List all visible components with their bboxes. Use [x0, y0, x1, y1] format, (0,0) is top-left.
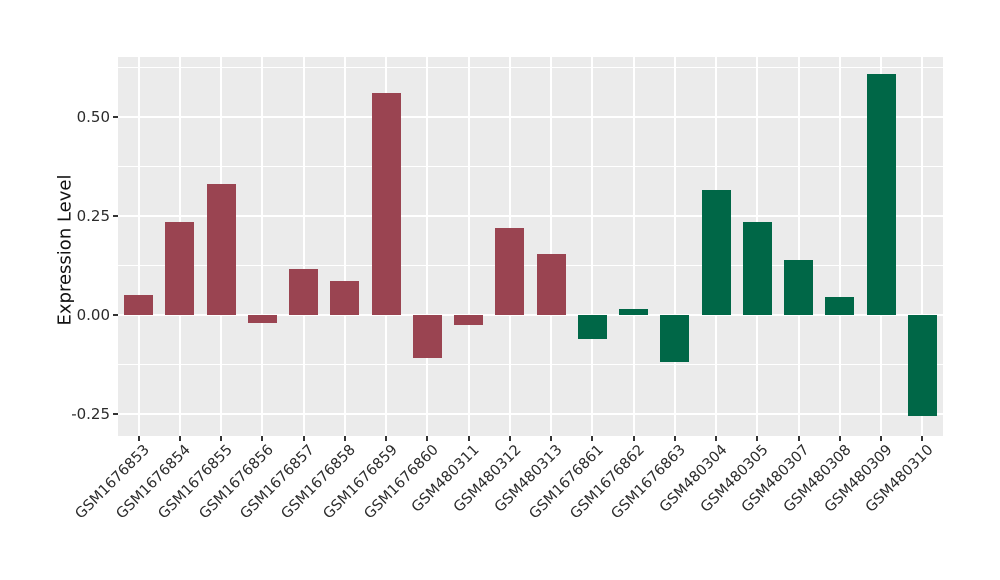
bar-GSM1676854	[165, 221, 195, 315]
bar-GSM1676856	[247, 314, 277, 323]
bar-GSM480311	[454, 314, 484, 325]
x-tick-mark	[302, 436, 305, 441]
bar-GSM480313	[536, 253, 566, 315]
y-tick-mark	[113, 412, 118, 415]
y-tick-mark	[113, 313, 118, 316]
x-tick-label-text: GSM1676863	[608, 442, 690, 523]
bar-GSM1676860	[412, 314, 442, 359]
bar-GSM480308	[825, 297, 855, 315]
category-gridline	[261, 57, 264, 436]
major-gridline	[118, 313, 943, 316]
y-tick-label: 0.25	[76, 207, 110, 226]
x-tick-mark	[880, 436, 883, 441]
minor-gridline	[118, 363, 943, 365]
x-tick-mark	[385, 436, 388, 441]
major-gridline	[118, 116, 943, 119]
major-gridline	[118, 412, 943, 415]
x-tick-mark	[137, 436, 140, 441]
minor-gridline	[118, 166, 943, 168]
x-tick-mark	[261, 436, 264, 441]
x-tick-label-text: GSM1676859	[320, 442, 401, 523]
minor-gridline	[118, 67, 943, 69]
x-tick-mark	[591, 436, 594, 441]
y-tick-mark	[113, 116, 118, 119]
bar-GSM1676853	[124, 295, 154, 315]
plot-panel	[118, 57, 943, 436]
bar-GSM480307	[784, 259, 814, 315]
bar-GSM480304	[701, 190, 731, 315]
x-tick-label-text: GSM1676855	[155, 442, 236, 523]
bar-GSM480309	[866, 73, 896, 315]
bar-GSM480305	[742, 221, 772, 315]
bar-GSM1676859	[371, 93, 401, 315]
minor-gridline	[118, 264, 943, 266]
category-gridline	[302, 57, 305, 436]
x-tick-mark	[838, 436, 841, 441]
category-gridline	[137, 57, 140, 436]
bar-GSM1676861	[577, 314, 607, 339]
x-tick-mark	[756, 436, 759, 441]
x-tick-mark	[550, 436, 553, 441]
bar-GSM1676863	[660, 314, 690, 363]
x-tick-mark	[426, 436, 429, 441]
bar-GSM1676862	[619, 309, 649, 315]
y-tick-mark	[113, 215, 118, 218]
bar-GSM1676858	[330, 281, 360, 315]
category-gridline	[426, 57, 429, 436]
bar-GSM1676857	[289, 269, 319, 315]
category-gridline	[591, 57, 594, 436]
category-gridline	[343, 57, 346, 436]
category-gridline	[467, 57, 470, 436]
y-tick-label: 0.50	[76, 108, 110, 127]
x-tick-mark	[921, 436, 924, 441]
y-tick-label: 0.00	[76, 305, 110, 324]
x-tick-label-text: GSM1676854	[113, 442, 195, 523]
x-tick-mark	[673, 436, 676, 441]
category-gridline	[921, 57, 924, 436]
x-tick-mark	[632, 436, 635, 441]
category-gridline	[550, 57, 553, 436]
category-gridline	[632, 57, 635, 436]
x-tick-mark	[508, 436, 511, 441]
x-tick-mark	[178, 436, 181, 441]
x-tick-label-text: GSM1676858	[278, 442, 360, 523]
x-tick-mark	[343, 436, 346, 441]
bar-GSM480312	[495, 227, 525, 315]
x-tick-mark	[715, 436, 718, 441]
x-tick-mark	[220, 436, 223, 441]
bar-GSM480310	[907, 314, 937, 416]
x-tick-mark	[797, 436, 800, 441]
bar-GSM1676855	[206, 184, 236, 315]
category-gridline	[797, 57, 800, 436]
x-tick-mark	[467, 436, 470, 441]
y-axis-title: Expression Level	[54, 174, 76, 326]
category-gridline	[673, 57, 676, 436]
y-tick-label: -0.25	[71, 404, 110, 423]
major-gridline	[118, 215, 943, 218]
category-gridline	[838, 57, 841, 436]
